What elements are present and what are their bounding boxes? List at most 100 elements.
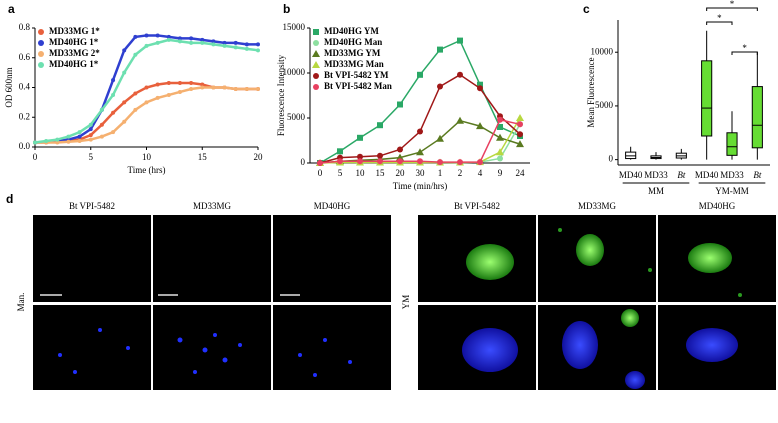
x-tick-label: 1 — [438, 168, 443, 178]
marker — [99, 107, 104, 112]
marker — [397, 158, 403, 165]
marker — [189, 36, 194, 41]
x-tick-label: 30 — [416, 168, 426, 178]
box — [701, 60, 713, 137]
y-axis-label: Mean Fluorescence — [586, 57, 596, 127]
marker — [200, 85, 205, 90]
marker — [456, 116, 464, 124]
marker — [437, 46, 443, 53]
marker — [200, 37, 205, 42]
marker — [133, 107, 138, 112]
marker — [66, 134, 71, 139]
x-tick-label: 5 — [89, 152, 94, 162]
x-tick-label: MD40 — [619, 170, 643, 180]
x-tick-label: 9 — [498, 168, 503, 178]
marker — [476, 122, 484, 130]
marker — [166, 34, 171, 39]
marker — [496, 148, 504, 156]
marker — [256, 42, 260, 47]
marker — [233, 86, 238, 91]
marker — [477, 159, 483, 166]
legend-label: MD40HG YM — [324, 26, 379, 36]
column-label: MD40HG — [699, 201, 736, 211]
legend-label: MD40HG 1* — [49, 59, 99, 69]
x-tick-label: 5 — [338, 168, 343, 178]
x-tick-label: 24 — [516, 168, 526, 178]
marker — [516, 114, 524, 121]
marker — [155, 40, 160, 45]
legend-label: MD33MG Man — [324, 59, 384, 69]
column-label: MD40HG — [314, 201, 351, 211]
y-tick-label: 0.4 — [19, 82, 31, 92]
marker — [211, 39, 216, 44]
x-tick-label: MD33 — [644, 170, 668, 180]
marker — [122, 119, 127, 124]
marker — [44, 139, 49, 144]
marker — [144, 33, 149, 38]
marker — [77, 139, 82, 144]
y-tick-label: 15000 — [283, 22, 306, 32]
marker — [233, 45, 238, 50]
marker — [133, 52, 138, 57]
marker — [457, 37, 463, 44]
marker — [256, 86, 260, 91]
marker — [144, 43, 149, 48]
marker — [88, 137, 93, 142]
marker — [437, 83, 443, 90]
marker — [177, 36, 182, 41]
marker — [133, 91, 138, 96]
micrographs — [33, 215, 776, 390]
legend-label: MD40HG Man — [324, 37, 382, 47]
y-tick-label: 5000 — [595, 100, 614, 110]
marker — [122, 48, 127, 53]
column-label: Bt VPI-5482 — [454, 201, 500, 211]
marker — [38, 40, 44, 46]
marker — [437, 159, 443, 166]
x-tick-label: Bt — [753, 170, 761, 180]
marker — [38, 51, 44, 57]
marker — [155, 95, 160, 100]
legend-label: MD40HG 1* — [49, 37, 99, 47]
marker — [244, 86, 249, 91]
marker — [477, 81, 483, 88]
column-label: Bt VPI-5482 — [69, 201, 115, 211]
y-tick-label: 0.8 — [19, 22, 31, 32]
x-tick-label: 4 — [478, 168, 483, 178]
marker — [313, 73, 319, 79]
marker — [357, 158, 363, 165]
marker — [55, 140, 60, 145]
marker — [144, 85, 149, 90]
marker — [377, 158, 383, 165]
legend-label: MD33MG 2* — [49, 48, 100, 58]
marker — [317, 160, 323, 166]
x-tick-label: MD40 — [695, 170, 719, 180]
x-tick-label: 15 — [198, 152, 208, 162]
marker — [417, 128, 423, 135]
marker — [516, 140, 524, 148]
marker — [497, 155, 503, 162]
marker — [256, 48, 260, 53]
marker — [166, 92, 171, 97]
marker — [396, 153, 404, 161]
marker — [244, 42, 249, 47]
y-tick-label: 10000 — [283, 67, 306, 77]
marker — [66, 139, 71, 144]
marker — [417, 71, 423, 78]
marker — [77, 134, 82, 139]
marker — [497, 124, 503, 130]
x-tick-label: 15 — [376, 168, 386, 178]
x-tick-label: 10 — [356, 168, 366, 178]
row-label: YM — [401, 295, 411, 310]
x-tick-label: MD33 — [720, 170, 744, 180]
marker — [111, 110, 116, 115]
marker — [200, 82, 205, 87]
significance: * — [717, 13, 722, 23]
marker — [496, 133, 504, 141]
x-tick-label: 20 — [254, 152, 264, 162]
significance: * — [742, 43, 747, 53]
box — [625, 151, 637, 160]
y-tick-label: 0 — [301, 157, 306, 167]
series-line — [35, 86, 258, 144]
panel-label: b — [283, 2, 290, 16]
